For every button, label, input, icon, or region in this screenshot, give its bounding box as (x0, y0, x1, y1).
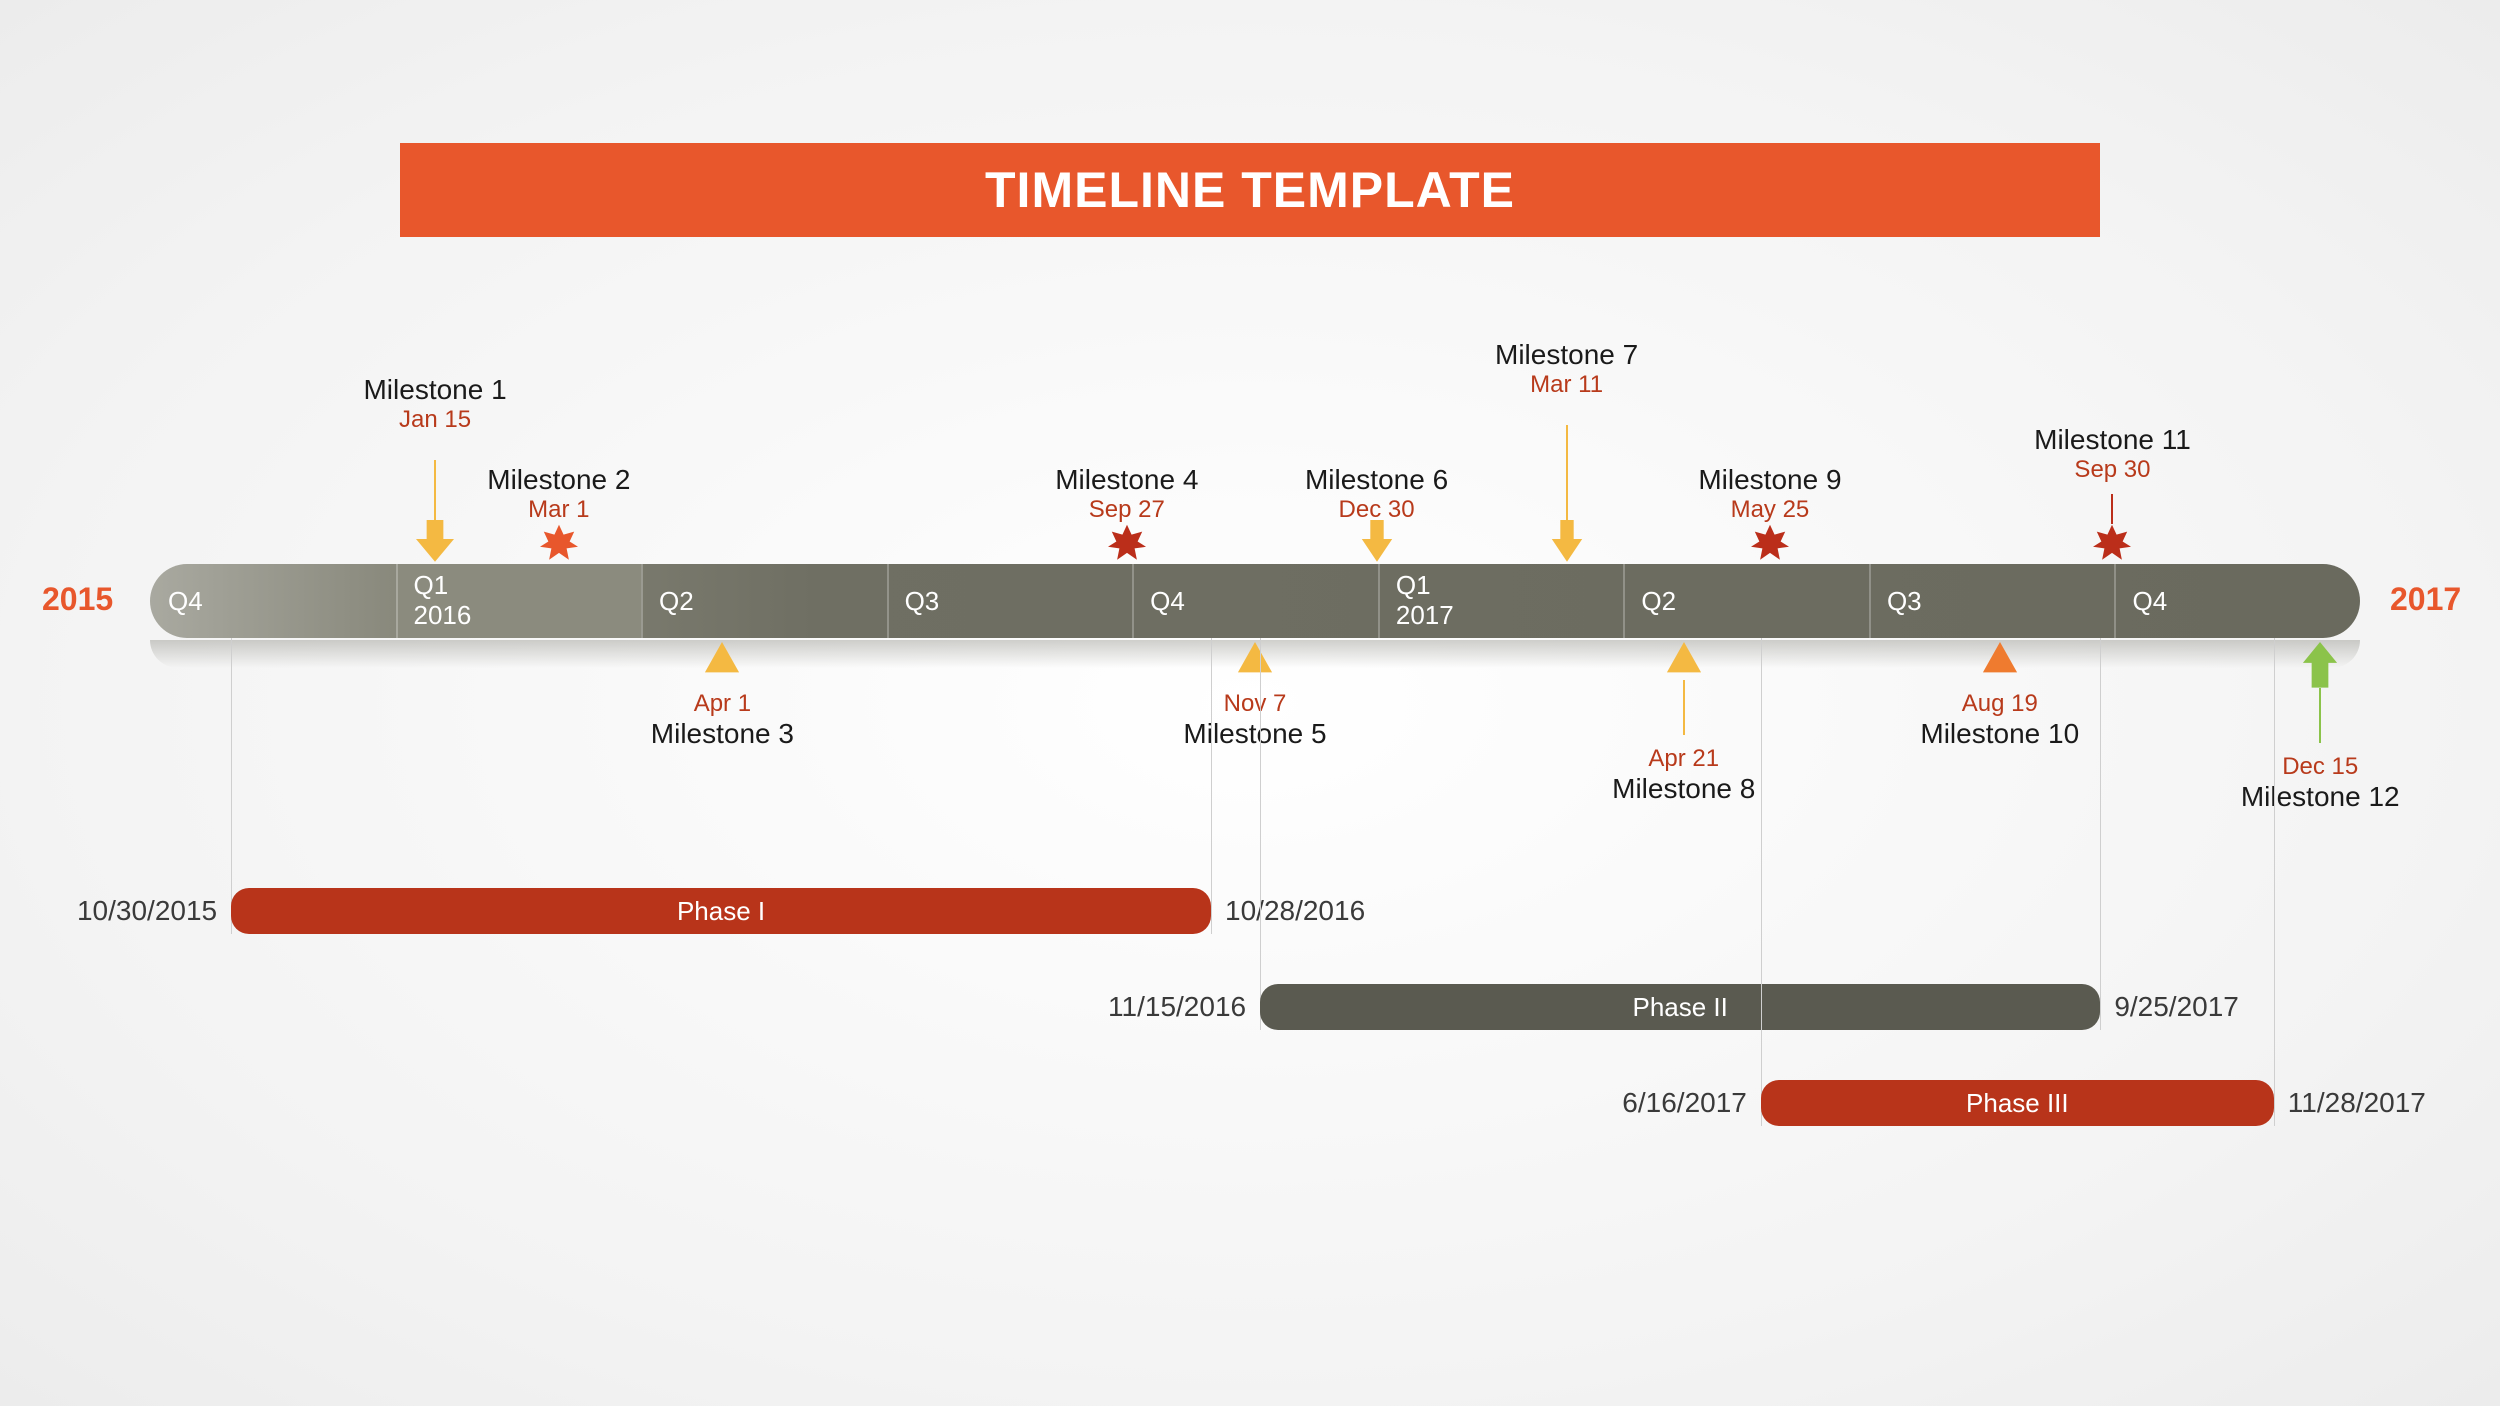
quarter-divider (396, 564, 398, 638)
quarter-label: Q2 (659, 586, 694, 617)
milestone-date: Nov 7 (1224, 690, 1287, 718)
milestone-date: Apr 1 (694, 690, 751, 718)
milestone-date: May 25 (1731, 496, 1810, 524)
quarter-year: 2016 (414, 600, 472, 631)
quarter-divider (887, 564, 889, 638)
milestone-marker-icon (540, 524, 578, 567)
milestone-date: Mar 1 (528, 496, 589, 524)
milestone-name: Milestone 4 (1055, 464, 1198, 496)
phase-start-date: 11/15/2016 (1108, 991, 1246, 1023)
phase-bar: Phase II (1260, 984, 2100, 1030)
phase-guide (2274, 638, 2275, 1126)
milestone-marker-icon (1548, 520, 1586, 567)
phase-bar: Phase III (1761, 1080, 2274, 1126)
milestone-name: Milestone 6 (1305, 464, 1448, 496)
milestone-date: Sep 30 (2074, 456, 2150, 484)
milestone-date: Sep 27 (1089, 496, 1165, 524)
milestone-name: Milestone 3 (651, 718, 794, 750)
phase-guide (1761, 638, 1762, 1126)
milestone-marker-icon (1981, 642, 2019, 685)
quarter-divider (1378, 564, 1380, 638)
milestone-marker-icon (1108, 524, 1146, 567)
milestone-name: Milestone 10 (1920, 718, 2079, 750)
quarter-year: 2017 (1396, 600, 1454, 631)
milestone-stem (1683, 680, 1685, 735)
phase-guide (1211, 638, 1212, 934)
phase-guide (1260, 638, 1261, 1030)
milestone-marker-icon (1236, 642, 1274, 685)
phase-bar: Phase I (231, 888, 1211, 934)
quarter-label: Q2 (1641, 586, 1676, 617)
quarter-label: Q4 (168, 586, 203, 617)
phase-start-date: 6/16/2017 (1622, 1087, 1747, 1119)
quarter-label: Q1 (414, 570, 449, 601)
milestone-date: Aug 19 (1962, 690, 2038, 718)
phase-end-date: 11/28/2017 (2288, 1087, 2426, 1119)
milestone-name: Milestone 12 (2241, 781, 2400, 813)
quarter-label: Q4 (1150, 586, 1185, 617)
quarter-label: Q1 (1396, 570, 1431, 601)
milestone-marker-icon (703, 642, 741, 685)
milestone-name: Milestone 7 (1495, 339, 1638, 371)
phase-guide (2100, 638, 2101, 1030)
milestone-date: Dec 15 (2282, 753, 2358, 781)
milestone-stem (2111, 494, 2113, 524)
quarter-divider (1869, 564, 1871, 638)
milestone-name: Milestone 5 (1183, 718, 1326, 750)
milestone-name: Milestone 9 (1698, 464, 1841, 496)
quarter-label: Q4 (2132, 586, 2167, 617)
milestone-marker-icon (1751, 524, 1789, 567)
phase-end-date: 9/25/2017 (2114, 991, 2239, 1023)
quarter-label: Q3 (905, 586, 940, 617)
quarter-divider (1132, 564, 1134, 638)
milestone-marker-icon (2093, 524, 2131, 567)
quarter-label: Q3 (1887, 586, 1922, 617)
phase-start-date: 10/30/2015 (77, 895, 217, 927)
milestone-date: Mar 11 (1530, 371, 1603, 399)
milestone-marker-icon (2301, 642, 2339, 693)
milestone-name: Milestone 11 (2034, 424, 2191, 456)
milestone-date: Apr 21 (1648, 745, 1719, 773)
quarter-divider (2114, 564, 2116, 638)
milestone-name: Milestone 8 (1612, 773, 1755, 805)
milestone-name: Milestone 1 (363, 374, 506, 406)
quarter-divider (1623, 564, 1625, 638)
phase-guide (231, 638, 232, 934)
milestone-stem (1566, 425, 1568, 520)
milestone-stem (2319, 688, 2321, 743)
milestone-date: Dec 30 (1339, 496, 1415, 524)
milestone-date: Jan 15 (399, 406, 471, 434)
title-text: TIMELINE TEMPLATE (985, 162, 1515, 218)
phase-end-date: 10/28/2016 (1225, 895, 1365, 927)
timeline-start-year: 2015 (42, 581, 113, 618)
milestone-name: Milestone 2 (487, 464, 630, 496)
milestone-marker-icon (1665, 642, 1703, 685)
milestone-marker-icon (1358, 520, 1396, 567)
title-banner: TIMELINE TEMPLATE (400, 143, 2100, 237)
quarter-divider (641, 564, 643, 638)
timeline-end-year: 2017 (2390, 581, 2461, 618)
milestone-stem (434, 460, 436, 520)
milestone-marker-icon (416, 520, 454, 567)
